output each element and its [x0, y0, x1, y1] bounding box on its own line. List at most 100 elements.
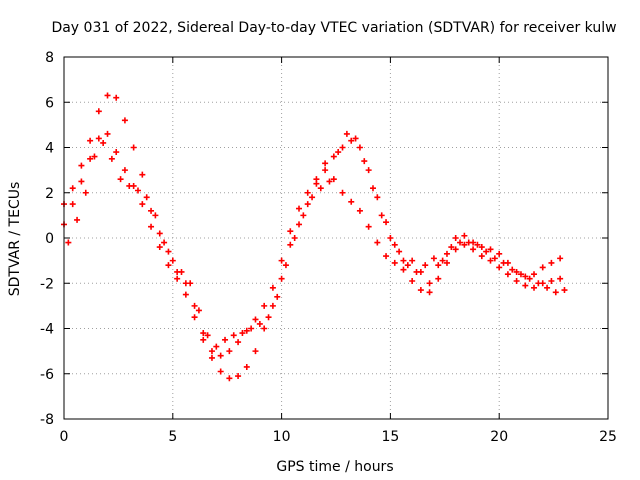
y-tick-label: 6	[45, 95, 54, 111]
data-point	[430, 255, 437, 262]
data-point	[522, 282, 529, 289]
data-point	[174, 275, 181, 282]
data-point	[487, 246, 494, 253]
data-point	[252, 348, 259, 355]
data-point	[452, 246, 459, 253]
data-point	[330, 176, 337, 183]
data-point	[526, 275, 533, 282]
data-point	[452, 235, 459, 241]
data-point	[504, 271, 511, 278]
data-point	[243, 363, 250, 370]
data-point	[208, 348, 215, 355]
data-point	[156, 244, 163, 251]
data-point	[496, 264, 503, 271]
data-point	[356, 144, 363, 151]
data-point	[470, 246, 477, 253]
data-point	[426, 289, 433, 296]
data-point	[326, 178, 333, 185]
axis-ticks: 0 5 10 15 20 25 -8 -6 -4 -2 0 2 4 6 8	[40, 50, 617, 445]
data-point	[478, 244, 485, 251]
data-point	[130, 144, 137, 151]
data-point	[369, 185, 376, 192]
data-point	[313, 176, 320, 183]
data-point	[356, 207, 363, 214]
data-point	[417, 287, 424, 294]
data-point	[348, 137, 355, 144]
data-point	[148, 223, 155, 230]
data-point	[208, 354, 215, 361]
data-point	[269, 302, 276, 309]
data-point	[404, 262, 411, 269]
data-point	[291, 235, 298, 241]
data-point	[517, 271, 524, 278]
data-point	[256, 320, 263, 327]
data-point	[121, 167, 128, 174]
x-tick-label: 10	[273, 429, 291, 445]
data-point	[200, 336, 207, 343]
data-point	[413, 268, 420, 275]
data-point	[304, 201, 311, 208]
x-tick-label: 15	[381, 429, 399, 445]
data-point	[487, 257, 494, 264]
data-point	[300, 212, 307, 219]
data-point	[104, 92, 111, 99]
data-point	[265, 314, 272, 321]
data-point	[457, 239, 464, 246]
data-point	[435, 262, 442, 269]
x-tick-label: 5	[168, 429, 177, 445]
data-point	[139, 171, 146, 178]
y-tick-label: 4	[45, 141, 54, 157]
data-point	[435, 275, 442, 282]
data-point	[100, 139, 107, 146]
data-point	[531, 284, 538, 291]
grid	[64, 57, 608, 419]
data-point	[178, 268, 185, 275]
data-point	[557, 255, 564, 262]
data-point	[191, 314, 198, 321]
data-point	[248, 325, 255, 332]
data-point	[104, 130, 111, 137]
data-point	[383, 219, 390, 226]
data-point	[422, 262, 429, 269]
data-point	[304, 189, 311, 196]
data-point	[217, 352, 224, 359]
x-tick-label: 20	[490, 429, 508, 445]
data-point	[239, 330, 246, 337]
data-point	[113, 94, 120, 101]
data-point	[474, 241, 481, 248]
data-point	[169, 257, 176, 264]
data-point	[65, 239, 72, 246]
y-tick-label: -8	[40, 412, 54, 428]
data-point	[252, 316, 259, 323]
data-point	[400, 266, 407, 273]
data-point	[548, 259, 555, 266]
data-point	[87, 137, 94, 144]
data-point	[195, 307, 202, 314]
data-point	[261, 325, 268, 332]
data-point	[78, 162, 85, 169]
data-point	[478, 253, 485, 260]
plot-frame	[63, 56, 609, 420]
data-point	[548, 277, 555, 284]
data-point	[204, 332, 211, 339]
data-point	[461, 241, 468, 248]
x-tick-label: 0	[60, 429, 69, 445]
data-point	[74, 216, 81, 223]
data-point	[535, 280, 542, 287]
data-point	[544, 284, 551, 291]
data-point	[69, 201, 76, 208]
data-point	[500, 259, 507, 266]
data-point	[152, 212, 159, 219]
data-point	[509, 266, 516, 273]
data-point	[235, 373, 242, 380]
data-point	[117, 176, 124, 183]
data-point	[287, 241, 294, 248]
data-point	[339, 144, 346, 151]
y-tick-label: 2	[45, 186, 54, 202]
data-point	[539, 264, 546, 271]
data-point	[322, 167, 329, 174]
data-point	[322, 160, 329, 167]
data-point	[282, 262, 289, 269]
series-track-b	[61, 130, 564, 359]
data-point	[374, 194, 381, 201]
